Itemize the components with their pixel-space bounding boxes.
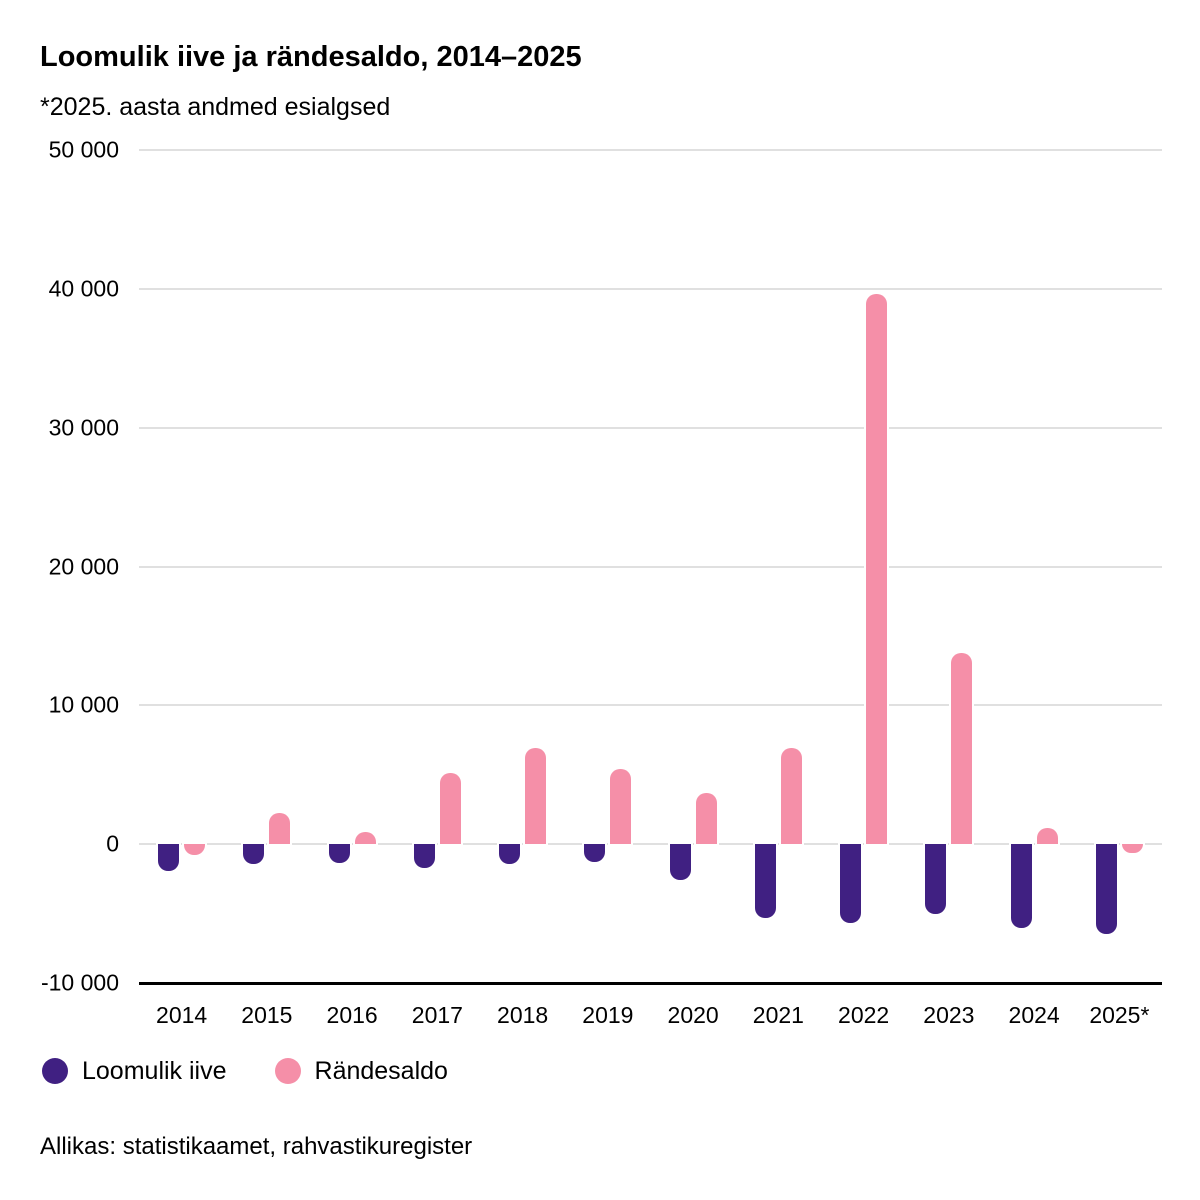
gridline-20000: [139, 565, 1162, 568]
bar-loomulik-iive-2017[interactable]: [413, 844, 435, 868]
bar-randesaldo-2021[interactable]: [780, 747, 802, 845]
bar-randesaldo-2024[interactable]: [1036, 827, 1058, 845]
bar-randesaldo-2014[interactable]: [184, 844, 206, 855]
bar-randesaldo-2020[interactable]: [695, 792, 717, 845]
x-tick-label-2017: 2017: [411, 1002, 463, 1028]
bar-group-2015: [224, 150, 309, 983]
chart-subtitle: *2025. aasta andmed esialgsed: [40, 93, 391, 121]
x-axis-line: [139, 982, 1162, 985]
legend: Loomulik iive Rändesaldo: [42, 1056, 448, 1086]
bar-randesaldo-2016[interactable]: [354, 831, 376, 845]
x-tick-label-2025: 2025*: [1089, 1002, 1150, 1028]
y-tick-label: -10 000: [40, 969, 119, 996]
x-axis-labels: 2014 2015 2016 2017 2018 2019 2020 2021 2022 2023…: [139, 1000, 1162, 1030]
bar-group-2022: [821, 150, 906, 983]
x-tick-label-2023: 2023: [923, 1002, 975, 1028]
y-tick-label: 40 000: [48, 275, 119, 302]
bar-loomulik-iive-2023[interactable]: [925, 844, 947, 915]
legend-dot-loomulik-iive-icon: [42, 1058, 68, 1084]
y-tick-label: 20 000: [48, 553, 119, 579]
bar-loomulik-iive-2019[interactable]: [584, 844, 606, 862]
bar-randesaldo-2022[interactable]: [866, 293, 888, 845]
bar-loomulik-iive-2018[interactable]: [499, 844, 521, 864]
plot-area: [139, 149, 1162, 985]
x-tick-label-2016: 2016: [326, 1002, 378, 1028]
x-tick-label-2019: 2019: [582, 1002, 634, 1028]
bar-loomulik-iive-2021[interactable]: [754, 844, 776, 918]
bar-group-2025: [1077, 150, 1162, 983]
x-tick-label-2018: 2018: [497, 1002, 549, 1028]
bar-randesaldo-2019[interactable]: [610, 769, 632, 845]
gridline-0: [139, 843, 1162, 846]
legend-item-randesaldo[interactable]: Rändesaldo: [274, 1056, 448, 1086]
bar-randesaldo-2018[interactable]: [525, 747, 547, 845]
bar-group-2020: [651, 150, 736, 983]
y-tick-label: 10 000: [48, 691, 119, 718]
bar-randesaldo-2025[interactable]: [1121, 844, 1143, 854]
bar-group-2021: [736, 150, 821, 983]
bar-loomulik-iive-2024[interactable]: [1010, 844, 1032, 929]
source-text: Allikas: statistikaamet, rahvastikuregis…: [40, 1133, 473, 1160]
bar-group-2018: [480, 150, 565, 983]
bar-randesaldo-2023[interactable]: [951, 653, 973, 845]
bar-group-2014: [139, 150, 224, 983]
bar-loomulik-iive-2025[interactable]: [1095, 844, 1117, 934]
bar-group-2019: [565, 150, 650, 983]
gridline-10000: [139, 704, 1162, 707]
bar-loomulik-iive-2022[interactable]: [840, 844, 862, 923]
bar-group-2023: [906, 150, 991, 983]
legend-label-loomulik-iive: Loomulik iive: [82, 1056, 227, 1085]
gridline-40000: [139, 287, 1162, 290]
bar-loomulik-iive-2020[interactable]: [669, 844, 691, 880]
bar-loomulik-iive-2016[interactable]: [328, 844, 350, 863]
x-tick-label-2020: 2020: [667, 1002, 719, 1028]
gridline-50000: [139, 149, 1162, 151]
legend-dot-randesaldo-icon: [274, 1058, 301, 1084]
legend-label-randesaldo: Rändesaldo: [314, 1056, 448, 1085]
y-tick-label: 30 000: [48, 414, 119, 441]
bar-group-2016: [310, 150, 395, 983]
x-tick-label-2022: 2022: [838, 1002, 890, 1028]
gridline-30000: [139, 426, 1162, 429]
x-tick-label-2014: 2014: [156, 1002, 208, 1028]
x-tick-label-2021: 2021: [752, 1002, 804, 1028]
y-tick-label: 50 000: [48, 136, 119, 163]
y-tick-label: 0: [106, 830, 119, 857]
x-tick-label-2015: 2015: [241, 1002, 293, 1028]
x-tick-label-2024: 2024: [1008, 1002, 1060, 1028]
y-axis-labels: 50 000 40 000 30 000 20 000 10 000 0 -10 000: [0, 137, 119, 996]
bar-randesaldo-2015[interactable]: [269, 812, 291, 845]
bar-randesaldo-2017[interactable]: [439, 772, 461, 845]
bar-loomulik-iive-2014[interactable]: [158, 844, 180, 871]
bar-group-2024: [992, 150, 1077, 983]
legend-item-loomulik-iive[interactable]: Loomulik iive: [42, 1057, 227, 1086]
bar-group-2017: [395, 150, 480, 983]
bar-loomulik-iive-2015[interactable]: [243, 844, 265, 864]
chart-title: Loomulik iive ja rändesaldo, 2014–2025: [40, 41, 582, 73]
